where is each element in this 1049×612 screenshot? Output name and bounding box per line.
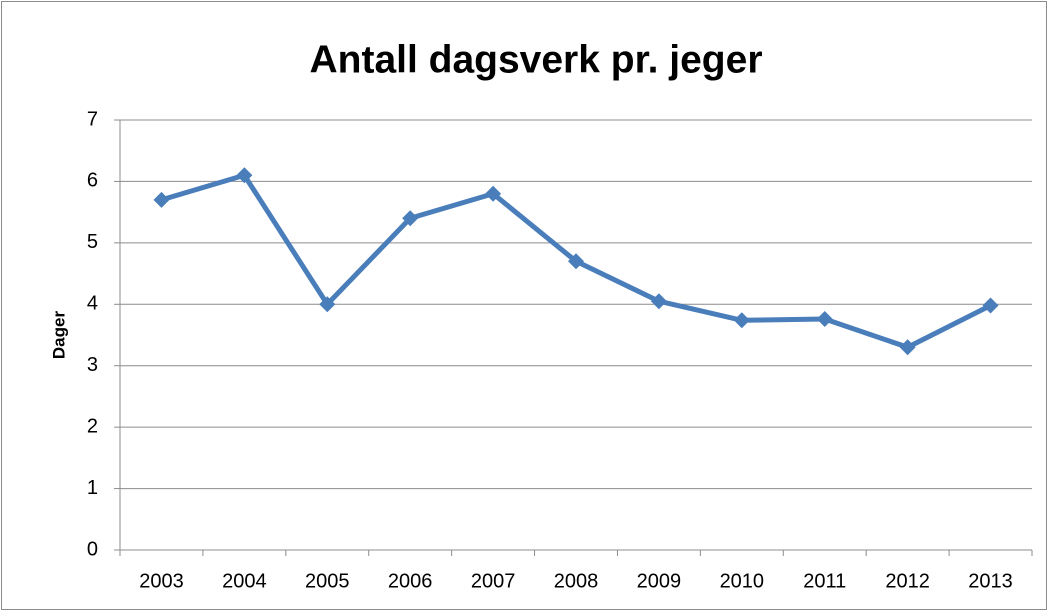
data-point xyxy=(236,167,253,184)
data-point xyxy=(319,296,336,313)
data-point xyxy=(982,297,999,314)
x-tick-label: 2009 xyxy=(637,570,682,592)
data-point xyxy=(568,253,584,270)
x-tick-label: 2005 xyxy=(305,570,350,592)
x-tick-label: 2004 xyxy=(222,570,267,592)
data-point xyxy=(485,185,502,202)
y-axis-label: Dager xyxy=(49,311,68,360)
x-tick-label: 2008 xyxy=(554,570,599,592)
x-tick-label: 2003 xyxy=(139,570,184,592)
data-point xyxy=(153,191,170,208)
data-point xyxy=(650,293,667,310)
chart-title: Antall dagsverk pr. jeger xyxy=(309,38,762,81)
data-point xyxy=(816,311,833,328)
data-point xyxy=(402,210,419,227)
y-tick-label: 1 xyxy=(87,477,98,499)
x-tick-label: 2007 xyxy=(471,570,516,592)
data-point xyxy=(899,339,916,356)
y-tick-label: 4 xyxy=(87,293,98,315)
y-tick-label: 6 xyxy=(87,170,98,192)
x-tick-label: 2006 xyxy=(388,570,433,592)
y-tick-label: 5 xyxy=(87,231,98,253)
x-tick-label: 2010 xyxy=(720,570,765,592)
x-tick-label: 2013 xyxy=(968,570,1013,592)
y-tick-label: 2 xyxy=(87,415,98,437)
y-tick-label: 3 xyxy=(87,354,98,376)
y-tick-label: 7 xyxy=(87,108,98,130)
data-point xyxy=(733,312,750,329)
x-tick-label: 2012 xyxy=(885,570,930,592)
x-tick-label: 2011 xyxy=(803,570,846,592)
y-tick-label: 0 xyxy=(87,538,98,560)
